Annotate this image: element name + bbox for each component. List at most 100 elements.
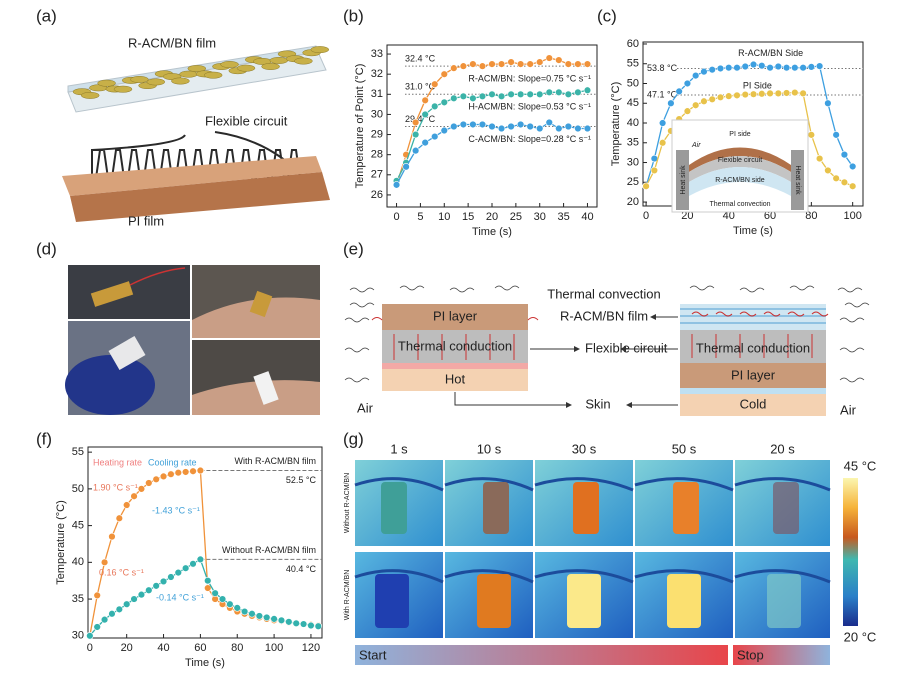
- data-point: [700, 97, 708, 105]
- layer-label: PI layer: [433, 308, 478, 323]
- data-point: [658, 119, 667, 127]
- hand: [192, 380, 320, 415]
- filler-flake: [220, 61, 239, 68]
- filler-flake: [130, 76, 149, 83]
- data-point: [277, 616, 286, 625]
- heat-wave: [715, 311, 733, 317]
- data-point: [167, 573, 175, 581]
- data-point: [807, 63, 816, 71]
- data-point: [545, 88, 553, 96]
- data-point: [478, 62, 487, 70]
- y-axis-label: Temperature (°C): [610, 82, 622, 166]
- x-tick-label: 0: [643, 210, 649, 222]
- data-point: [583, 86, 592, 94]
- data-point: [725, 63, 733, 72]
- data-point: [516, 90, 525, 99]
- air-wave: [839, 347, 865, 353]
- heat-wave: [691, 311, 709, 317]
- filler-flake: [203, 71, 223, 79]
- data-point: [536, 90, 544, 99]
- y-tick-label: 40: [72, 556, 84, 568]
- data-point: [488, 122, 496, 131]
- air-wave: [399, 285, 425, 291]
- hand-outline: [444, 477, 534, 492]
- data-point: [642, 182, 650, 190]
- reference-label: 31.0 °C: [405, 82, 436, 92]
- heat-wave: [371, 317, 383, 321]
- y-tick-label: 33: [371, 48, 383, 60]
- colorbar-max: 45 °C: [844, 458, 877, 473]
- colorbar-min: 20 °C: [844, 629, 877, 644]
- arrow-head: [620, 346, 626, 352]
- x-tick-label: 80: [805, 210, 817, 222]
- heat-wave: [763, 311, 781, 317]
- hand-outline: [734, 569, 831, 584]
- data-point: [774, 62, 783, 71]
- data-point: [574, 60, 582, 68]
- y-tick-label: 40: [627, 117, 639, 129]
- data-point: [583, 60, 592, 68]
- x-axis-label: Time (s): [472, 226, 512, 238]
- x-tick-label: 5: [417, 211, 423, 223]
- data-point: [791, 88, 799, 97]
- skin-line: [680, 388, 826, 394]
- y-tick-label: 35: [627, 137, 639, 149]
- x-axis-label: Time (s): [185, 657, 225, 669]
- data-point: [741, 90, 749, 99]
- panel-label: (d): [36, 239, 57, 258]
- series-label: R-ACM/BN: Slope=0.75 °C s⁻¹: [468, 74, 591, 84]
- data-point: [564, 122, 573, 131]
- data-point: [832, 131, 840, 139]
- device-heat: [483, 482, 509, 534]
- time-label: 30 s: [572, 441, 597, 456]
- reference-label: 29.4 °C: [405, 114, 436, 124]
- data-point: [536, 58, 544, 66]
- data-point: [240, 607, 249, 616]
- data-point: [440, 70, 448, 78]
- y-tick-label: 30: [72, 630, 84, 642]
- layer-label: PI layer: [731, 367, 776, 382]
- x-tick-label: 40: [157, 642, 169, 654]
- data-point: [100, 558, 109, 567]
- data-point: [459, 62, 468, 70]
- data-point: [204, 576, 212, 585]
- pi-layer: [382, 304, 528, 330]
- data-point: [545, 54, 553, 62]
- filler-flake: [269, 57, 289, 64]
- hand-outline: [354, 477, 444, 492]
- device-heat: [381, 482, 407, 534]
- y-tick-label: 28: [371, 149, 383, 161]
- data-point: [196, 466, 205, 475]
- y-tick-label: 55: [627, 58, 639, 70]
- data-point: [285, 618, 293, 626]
- data-point: [650, 166, 659, 175]
- data-point: [459, 92, 468, 101]
- air-wave: [344, 347, 370, 353]
- reference-label: 40.4 °C: [286, 564, 317, 574]
- device-photo: [253, 371, 279, 405]
- x-tick-label: 60: [764, 210, 776, 222]
- air-wave: [844, 302, 870, 308]
- data-point: [431, 132, 439, 141]
- plot-frame: [87, 446, 323, 639]
- filler-flake: [294, 57, 313, 65]
- data-point: [574, 124, 582, 133]
- data-point: [115, 514, 124, 522]
- air-wave: [349, 287, 375, 293]
- reference-label: 47.1 °C: [647, 89, 678, 99]
- series-label: H-ACM/BN: Slope=0.53 °C s⁻¹: [468, 102, 591, 112]
- arrow-head: [650, 314, 656, 320]
- data-point: [799, 63, 807, 72]
- data-point: [159, 577, 168, 586]
- y-tick-label: 50: [72, 483, 84, 495]
- stop-label: Stop: [737, 647, 764, 662]
- air-wave: [344, 317, 370, 323]
- data-point: [497, 92, 506, 101]
- filler-flake: [179, 70, 198, 78]
- layer-label: Thermal conduction: [696, 340, 810, 355]
- pi-film-label: PI film: [128, 213, 164, 228]
- cooling-bar: [733, 645, 830, 665]
- data-point: [488, 60, 496, 68]
- time-label: 20 s: [770, 441, 795, 456]
